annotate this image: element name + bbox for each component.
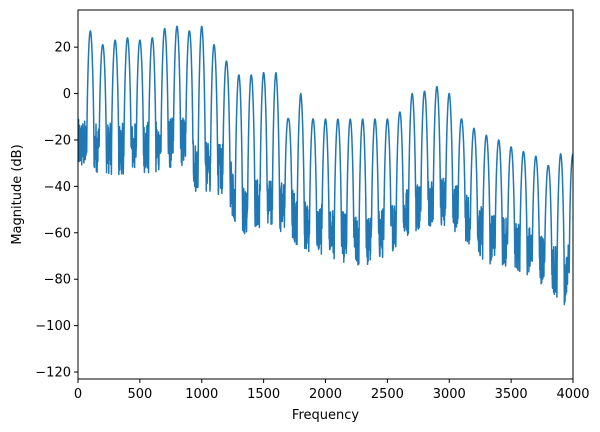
y-tick-label: 20 — [54, 41, 71, 56]
x-tick-label: 3000 — [433, 387, 466, 402]
y-tick-label: 0 — [63, 87, 71, 102]
x-tick-label: 1500 — [247, 387, 280, 402]
x-tick-label: 3500 — [495, 387, 528, 402]
x-tick-label: 4000 — [556, 387, 589, 402]
plot-frame — [77, 9, 574, 380]
y-tick-label: −100 — [35, 319, 71, 334]
y-tick-label: −120 — [35, 366, 71, 381]
series-layer — [78, 25, 573, 306]
x-tick-label: 1000 — [185, 387, 218, 402]
x-tick-label: 2500 — [371, 387, 404, 402]
magnitude-series-line — [78, 25, 573, 306]
y-tick-label: −20 — [44, 133, 71, 148]
y-axis-label: Magnitude (dB) — [10, 144, 25, 244]
y-tick-label: −60 — [44, 226, 71, 241]
x-tick-label: 0 — [74, 387, 82, 402]
y-tick-label: −80 — [44, 273, 71, 288]
y-tick-label: −40 — [44, 180, 71, 195]
y-axis-ticks: −120 −100 −80 −60 −40 −20 0 20 — [35, 41, 78, 381]
x-tick-label: 500 — [127, 387, 152, 402]
x-axis-ticks: 0 500 1000 1500 2000 2500 3000 3500 4000 — [74, 379, 590, 402]
x-axis-label: Frequency — [292, 408, 359, 423]
x-tick-label: 2000 — [309, 387, 342, 402]
